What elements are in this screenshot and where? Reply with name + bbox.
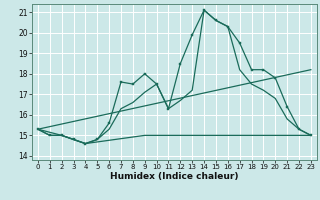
X-axis label: Humidex (Indice chaleur): Humidex (Indice chaleur)	[110, 172, 239, 181]
